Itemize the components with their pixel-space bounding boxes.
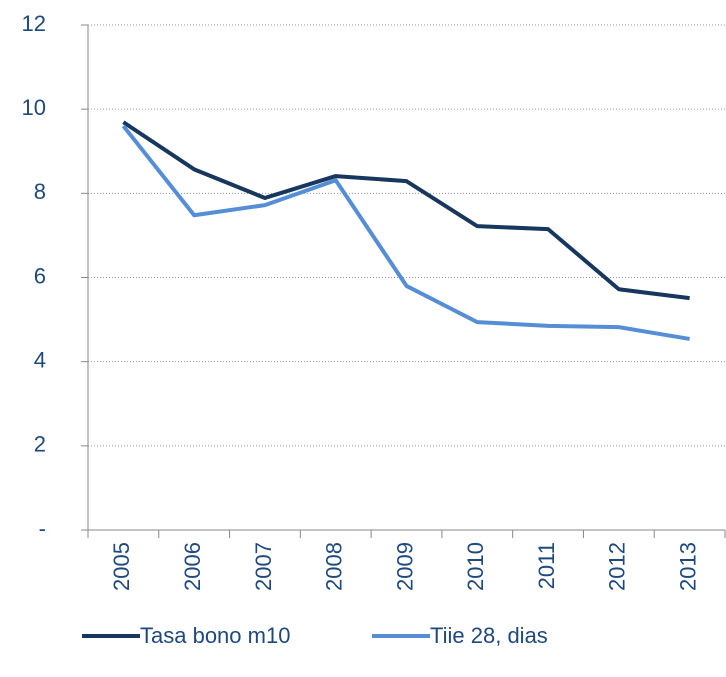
y-tick-label: 6	[34, 263, 46, 288]
y-tick-label: -	[39, 516, 46, 541]
x-tick-label: 2006	[180, 542, 205, 591]
x-tick-label: 2013	[675, 542, 700, 591]
x-tick-label: 2011	[534, 542, 559, 589]
y-tick-label: 12	[22, 11, 46, 36]
x-tick-label: 2009	[392, 542, 417, 591]
x-tick-label: 2007	[251, 542, 276, 591]
y-tick-label: 8	[34, 179, 46, 204]
x-tick-label: 2005	[109, 542, 134, 591]
y-tick-label: 10	[22, 95, 46, 120]
line-series	[121, 124, 690, 341]
legend-label: Tiie 28, dias	[430, 623, 548, 648]
x-tick-label: 2012	[605, 542, 630, 591]
y-tick-label: 4	[34, 347, 46, 372]
line-series	[122, 120, 690, 301]
x-tick-label: 2008	[322, 542, 347, 591]
x-tick-label: 2010	[463, 542, 488, 591]
legend-label: Tasa bono m10	[140, 623, 290, 648]
y-tick-label: 2	[34, 432, 46, 457]
